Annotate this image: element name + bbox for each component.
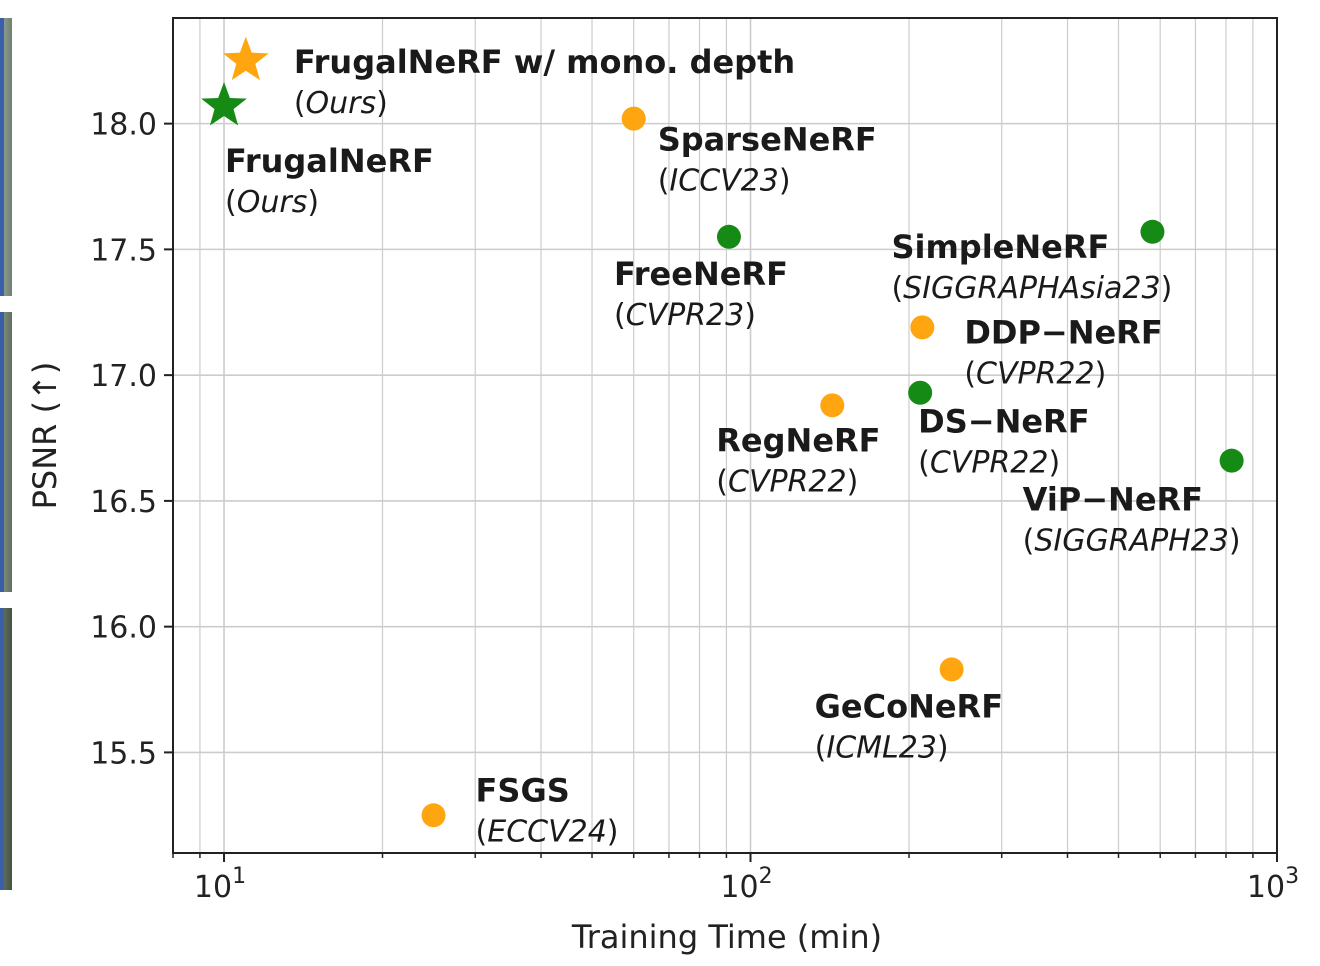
point-name-label: ViP−NeRF: [1023, 481, 1203, 519]
point-venue-label: (Ours): [225, 185, 319, 220]
point-name-label: GeCoNeRF: [815, 687, 1003, 725]
circle-marker: [1140, 219, 1165, 244]
point-venue-label: (CVPR22): [918, 446, 1060, 481]
point-name-label: FrugalNeRF: [225, 142, 434, 180]
circle-marker: [908, 380, 933, 405]
point-name-label: FSGS: [476, 771, 570, 809]
left-edge-image-strip: [0, 312, 12, 592]
star-marker: [201, 82, 247, 126]
circle-marker: [1219, 448, 1244, 473]
point-venue-label: (CVPR22): [716, 464, 858, 499]
point-name-label: SparseNeRF: [658, 121, 877, 159]
point-name-label: FrugalNeRF w/ mono. depth: [294, 43, 795, 81]
point-venue-label: (CVPR22): [964, 356, 1106, 391]
point-venue-label: (ECCV24): [476, 814, 619, 849]
x-tick-label: 101: [194, 864, 246, 905]
point-venue-label: (SIGGRAPHAsia23): [891, 271, 1172, 306]
x-axis-label: Training Time (min): [571, 918, 882, 956]
y-tick-label: 15.5: [90, 736, 157, 771]
circle-marker: [421, 803, 446, 828]
y-axis-label: PSNR (↑): [26, 362, 64, 510]
y-tick-label: 18.0: [90, 108, 157, 143]
star-marker: [222, 36, 269, 81]
plot-frame: [172, 17, 1278, 854]
point-name-label: DS−NeRF: [918, 403, 1089, 441]
y-tick-label: 16.5: [90, 485, 157, 520]
y-tick-label: 16.0: [90, 611, 157, 646]
point-venue-label: (SIGGRAPH23): [1023, 524, 1241, 559]
point-name-label: RegNeRF: [716, 421, 880, 459]
circle-marker: [910, 315, 935, 340]
x-tick-label: 103: [1247, 864, 1299, 905]
x-tick-label: 102: [720, 864, 772, 905]
y-tick-label: 17.5: [90, 233, 157, 268]
y-tick-label: 17.0: [90, 359, 157, 394]
circle-marker: [716, 224, 741, 249]
point-name-label: DDP−NeRF: [964, 313, 1162, 351]
point-venue-label: (ICML23): [815, 730, 949, 765]
point-name-label: FreeNeRF: [614, 255, 788, 293]
point-venue-label: (CVPR23): [614, 298, 756, 333]
left-edge-image-strip: [0, 608, 12, 890]
point-venue-label: (ICCV23): [658, 164, 791, 199]
point-name-label: SimpleNeRF: [891, 228, 1109, 266]
point-venue-label: (Ours): [294, 86, 388, 121]
circle-marker: [621, 106, 646, 131]
left-edge-image-strip: [0, 18, 12, 296]
circle-marker: [820, 393, 845, 418]
circle-marker: [939, 657, 964, 682]
